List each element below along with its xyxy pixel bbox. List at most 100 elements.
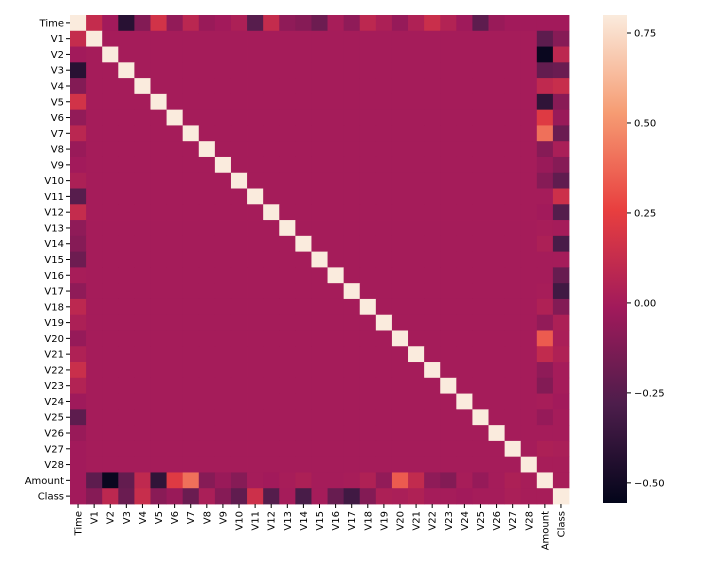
heatmap-cell bbox=[375, 267, 393, 284]
heatmap-cell bbox=[150, 283, 167, 300]
heatmap-cell bbox=[247, 456, 264, 473]
heatmap-cell bbox=[359, 283, 377, 300]
heatmap-cell bbox=[456, 15, 473, 32]
heatmap-cell bbox=[214, 93, 232, 111]
heatmap-cell bbox=[263, 172, 280, 189]
heatmap-cell bbox=[359, 62, 377, 79]
heatmap-cell bbox=[102, 298, 119, 316]
heatmap-cell bbox=[279, 251, 296, 268]
heatmap-cell bbox=[456, 456, 473, 473]
heatmap-cell bbox=[134, 267, 151, 284]
y-tick-label: V3 bbox=[51, 66, 64, 77]
heatmap-cell bbox=[456, 488, 473, 505]
heatmap-cell bbox=[424, 393, 441, 410]
y-tick-label: V27 bbox=[44, 444, 64, 455]
heatmap-cell bbox=[230, 409, 248, 426]
heatmap-cell bbox=[391, 472, 409, 489]
heatmap-cell bbox=[375, 409, 393, 426]
heatmap-cell bbox=[504, 15, 522, 32]
heatmap-cell bbox=[230, 377, 248, 394]
heatmap-cell bbox=[134, 235, 151, 253]
heatmap-cell bbox=[198, 472, 216, 489]
heatmap-cell bbox=[327, 456, 345, 473]
heatmap-cell bbox=[150, 488, 167, 505]
heatmap-cell bbox=[536, 251, 554, 268]
heatmap-cell bbox=[70, 362, 87, 379]
heatmap-cell bbox=[520, 409, 538, 426]
heatmap-cell bbox=[70, 330, 87, 347]
heatmap-cell bbox=[118, 141, 135, 158]
heatmap-cell bbox=[247, 267, 264, 284]
heatmap-cell bbox=[295, 409, 312, 426]
heatmap-cell bbox=[472, 251, 489, 268]
heatmap-cell bbox=[408, 377, 425, 394]
heatmap-cell bbox=[375, 141, 393, 158]
heatmap-cell bbox=[424, 298, 441, 316]
heatmap-cell bbox=[520, 251, 538, 268]
heatmap-cell bbox=[327, 298, 345, 316]
heatmap-cell bbox=[424, 267, 441, 284]
heatmap-cell bbox=[86, 156, 103, 174]
heatmap-cell bbox=[375, 125, 393, 142]
heatmap-cell bbox=[230, 30, 248, 47]
heatmap-cell bbox=[440, 314, 457, 331]
heatmap-cell bbox=[359, 141, 377, 158]
heatmap-cell bbox=[472, 488, 489, 505]
heatmap-cell bbox=[214, 393, 232, 410]
heatmap-cell bbox=[214, 141, 232, 158]
heatmap-cell bbox=[424, 235, 441, 253]
heatmap-cell bbox=[359, 409, 377, 426]
heatmap-cell bbox=[375, 188, 393, 205]
heatmap-cell bbox=[504, 251, 522, 268]
heatmap-cell bbox=[166, 393, 184, 410]
heatmap-cell bbox=[230, 220, 248, 237]
heatmap-cell bbox=[279, 456, 296, 473]
heatmap-cell bbox=[552, 15, 570, 32]
heatmap-cell bbox=[311, 377, 328, 394]
heatmap-cell bbox=[166, 78, 184, 95]
heatmap-cell bbox=[182, 409, 200, 426]
heatmap-cell bbox=[327, 78, 345, 95]
heatmap-cell bbox=[150, 204, 167, 221]
heatmap-cell bbox=[118, 267, 135, 284]
y-tick-label: V13 bbox=[44, 223, 64, 234]
heatmap-cell bbox=[391, 156, 409, 174]
heatmap-cell bbox=[230, 235, 248, 253]
heatmap-cell bbox=[536, 346, 554, 363]
heatmap-cell bbox=[504, 393, 522, 410]
y-tick-label: V16 bbox=[44, 271, 64, 282]
heatmap-cell bbox=[488, 156, 506, 174]
heatmap-cell bbox=[86, 456, 103, 473]
heatmap-cell bbox=[456, 393, 473, 410]
heatmap-cell bbox=[182, 488, 200, 505]
heatmap-cell bbox=[424, 62, 441, 79]
heatmap-cell bbox=[134, 298, 151, 316]
heatmap-cell bbox=[118, 298, 135, 316]
heatmap-cell bbox=[327, 267, 345, 284]
heatmap-cell bbox=[198, 298, 216, 316]
heatmap-cell bbox=[166, 314, 184, 331]
heatmap-cell bbox=[520, 172, 538, 189]
heatmap-cell bbox=[263, 15, 280, 32]
heatmap-cell bbox=[440, 393, 457, 410]
heatmap-cell bbox=[359, 172, 377, 189]
heatmap-cell bbox=[424, 93, 441, 111]
x-tick-label: V11 bbox=[251, 511, 262, 531]
heatmap-cell bbox=[456, 172, 473, 189]
x-tick-label: V5 bbox=[154, 511, 165, 524]
heatmap-cell bbox=[295, 330, 312, 347]
heatmap-cell bbox=[424, 30, 441, 47]
heatmap-cell bbox=[488, 30, 506, 47]
heatmap-cell bbox=[198, 314, 216, 331]
heatmap-cell bbox=[166, 125, 184, 142]
heatmap-cell bbox=[182, 440, 200, 458]
heatmap-cell bbox=[182, 30, 200, 47]
heatmap-cell bbox=[375, 172, 393, 189]
heatmap-cell bbox=[263, 125, 280, 142]
heatmap-cell bbox=[456, 440, 473, 458]
heatmap-cell bbox=[327, 188, 345, 205]
heatmap-cell bbox=[102, 125, 119, 142]
heatmap-cell bbox=[166, 472, 184, 489]
heatmap-cell bbox=[327, 425, 345, 442]
heatmap-cell bbox=[134, 472, 151, 489]
